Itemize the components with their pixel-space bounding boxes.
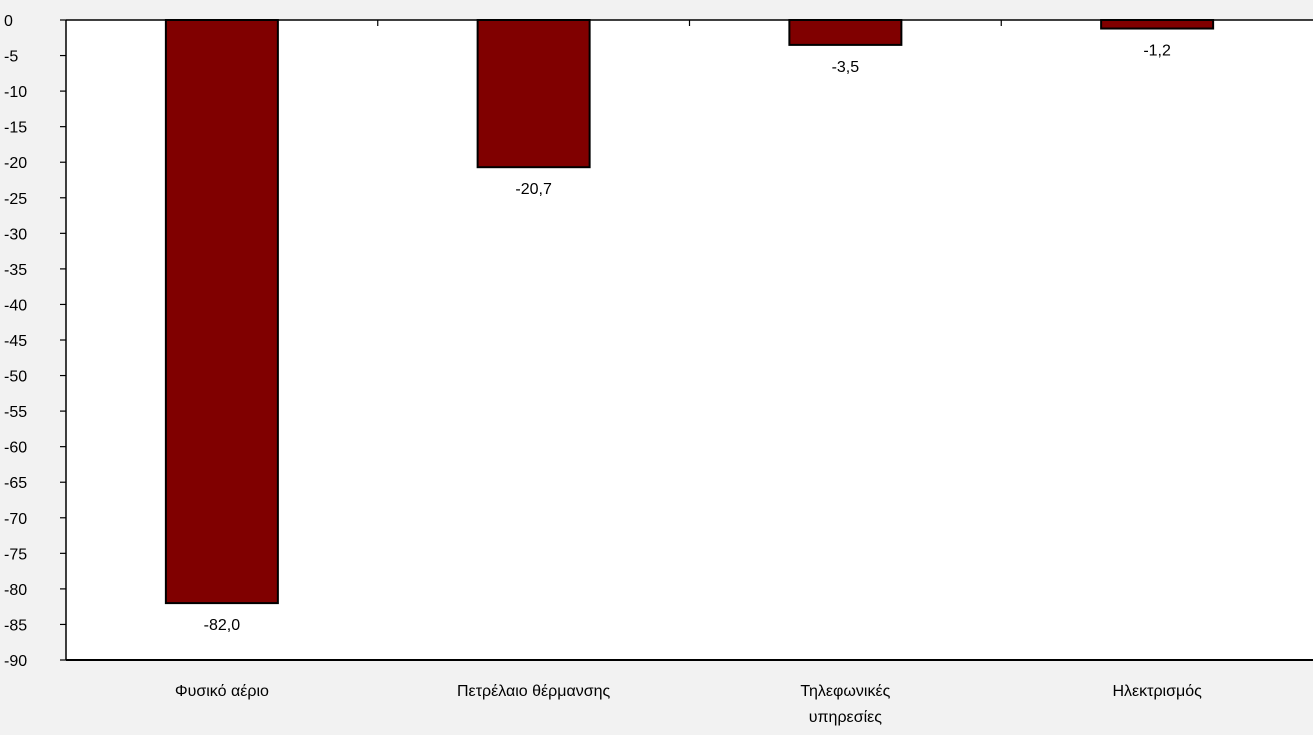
y-tick-label: -30 (4, 226, 27, 243)
y-tick-label: -75 (4, 546, 27, 563)
y-tick-label: -25 (4, 191, 27, 208)
data-label: -82,0 (204, 617, 241, 634)
y-tick-label: 0 (4, 13, 13, 30)
x-category-label: Φυσικό αέριο (175, 683, 269, 700)
data-label: -1,2 (1143, 43, 1171, 60)
y-tick-label: -45 (4, 333, 27, 350)
y-tick-label: -70 (4, 511, 27, 528)
y-tick-label: -5 (4, 49, 18, 66)
y-tick-label: -65 (4, 475, 27, 492)
x-category-label: Τηλεφωνικές (800, 683, 890, 700)
y-tick-label: -90 (4, 653, 27, 670)
y-tick-label: -85 (4, 617, 27, 634)
bar (476, 19, 591, 169)
x-category-label: υπηρεσίες (809, 709, 882, 726)
y-tick-label: -50 (4, 369, 27, 386)
bar (164, 19, 279, 605)
y-tick-label: -15 (4, 120, 27, 137)
y-tick-label: -55 (4, 404, 27, 421)
y-tick-label: -60 (4, 440, 27, 457)
y-tick-label: -40 (4, 297, 27, 314)
data-label: -3,5 (832, 59, 860, 76)
x-category-label: Πετρέλαιο θέρμανσης (457, 683, 611, 700)
data-label: -20,7 (515, 181, 552, 198)
bar (788, 19, 903, 46)
y-tick-label: -35 (4, 262, 27, 279)
y-tick-label: -20 (4, 155, 27, 172)
y-tick-label: -80 (4, 582, 27, 599)
y-tick-label: -10 (4, 84, 27, 101)
bar (1100, 19, 1215, 30)
x-category-label: Ηλεκτρισμός (1112, 683, 1202, 700)
